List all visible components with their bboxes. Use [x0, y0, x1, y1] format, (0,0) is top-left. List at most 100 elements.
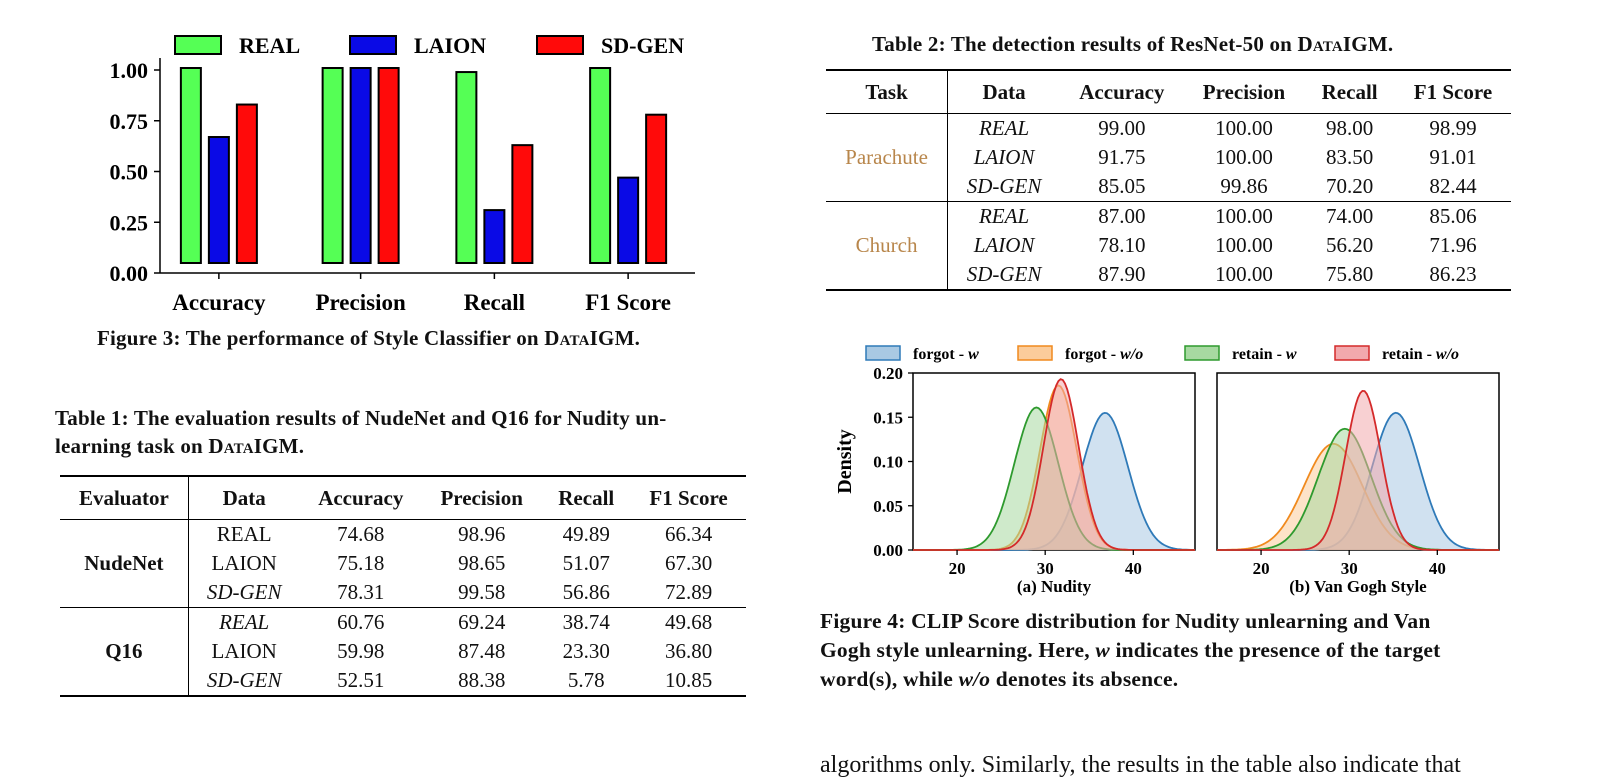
col-header: Recall: [558, 485, 615, 510]
data-cell: REAL: [978, 204, 1030, 228]
table-row: SD-GEN 52.51 88.38 5.78 10.85: [60, 666, 746, 696]
col-header: Recall: [1321, 79, 1378, 104]
value-cell: 99.58: [458, 580, 506, 604]
col-header: F1 Score: [649, 485, 728, 510]
value-cell: 5.78: [567, 668, 605, 692]
value-cell: 100.00: [1215, 116, 1273, 140]
x-tick-label: 30: [1341, 559, 1358, 578]
value-cell: 52.51: [337, 668, 385, 692]
group-label: NudeNet: [60, 519, 189, 608]
value-cell: 85.06: [1429, 204, 1477, 228]
x-tick-label: 40: [1429, 559, 1446, 578]
x-tick-label: 40: [1125, 559, 1142, 578]
group-label: Church: [826, 201, 949, 290]
value-cell: 86.23: [1429, 262, 1477, 286]
value-cell: 88.38: [458, 668, 506, 692]
col-header: F1 Score: [1413, 79, 1493, 104]
bar: [207, 136, 230, 264]
x-tick-label: 20: [949, 559, 966, 578]
table-row: Q16 REAL 60.76 69.24 38.74 49.68: [60, 607, 746, 696]
value-cell: 74.00: [1326, 204, 1374, 228]
density-line: [913, 378, 1195, 551]
x-tick-label: 20: [1253, 559, 1270, 578]
data-cell: SD-GEN: [966, 174, 1042, 198]
value-cell: 98.65: [458, 551, 506, 575]
data-cell: SD-GEN: [206, 668, 282, 692]
value-cell: 70.20: [1326, 174, 1374, 198]
density-line: [1217, 389, 1499, 551]
density-area: [913, 412, 1195, 550]
col-header: Accuracy: [1079, 79, 1165, 104]
value-cell: 91.75: [1098, 145, 1146, 169]
value-cell: 51.07: [562, 551, 610, 575]
table-header-row: Task Data Accuracy Precision Recall F1 S…: [826, 70, 1511, 114]
value-cell: 10.85: [664, 668, 713, 692]
density-area: [1217, 412, 1499, 550]
value-cell: 100.00: [1215, 145, 1273, 169]
bar: [235, 103, 258, 265]
value-cell: 87.00: [1098, 204, 1146, 228]
y-tick-label: 0.75: [110, 109, 149, 134]
value-cell: 82.44: [1429, 174, 1477, 198]
col-header: Data: [982, 79, 1026, 104]
value-cell: 100.00: [1215, 262, 1273, 286]
figure3-bar-chart: REAL LAION SD-GEN 0.00 0.25 0.50 0.75 1.00 Accur…: [110, 33, 695, 315]
bar: [179, 67, 202, 264]
density-area: [1217, 390, 1499, 550]
y-axis-label: Density: [834, 429, 856, 493]
density-area: [913, 379, 1195, 550]
bar: [589, 67, 612, 264]
table1: Evaluator Data Accuracy Precision Recall…: [60, 475, 746, 697]
value-cell: 23.30: [562, 639, 610, 663]
value-cell: 87.90: [1098, 262, 1146, 286]
value-cell: 78.31: [337, 580, 385, 604]
value-cell: 69.24: [458, 610, 506, 634]
bar: [511, 144, 534, 264]
y-tick-label: 1.00: [110, 58, 149, 83]
table-row: LAION 78.10 100.00 56.20 71.96: [826, 231, 1511, 260]
group-label: Parachute: [826, 113, 949, 202]
table-row: LAION 59.98 87.48 23.30 36.80: [60, 637, 746, 666]
panel-title: (a) Nudity: [1017, 577, 1092, 596]
x-tick-label: F1 Score: [585, 290, 671, 315]
legend-label: forgot - w/o: [1065, 346, 1143, 363]
y-tick-label: 0.10: [873, 453, 903, 472]
value-cell: 99.86: [1220, 174, 1268, 198]
value-cell: 72.89: [664, 580, 713, 604]
value-cell: 49.68: [664, 610, 713, 634]
table-row: SD-GEN 87.90 100.00 75.80 86.23: [826, 260, 1511, 290]
table-row: SD-GEN 78.31 99.58 56.86 72.89: [60, 578, 746, 608]
value-cell: 100.00: [1215, 233, 1273, 257]
table-row: NudeNet REAL 74.68 98.96 49.89 66.34: [60, 519, 746, 608]
value-cell: 85.05: [1098, 174, 1146, 198]
value-cell: 91.01: [1429, 145, 1477, 169]
bar: [455, 71, 478, 265]
value-cell: 56.86: [562, 580, 610, 604]
table2: Task Data Accuracy Precision Recall F1 S…: [826, 69, 1511, 291]
value-cell: 98.96: [458, 522, 506, 546]
figure3-caption: Figure 3: The performance of Style Class…: [97, 326, 641, 350]
legend-swatch: [865, 345, 901, 361]
col-header: Accuracy: [318, 485, 404, 510]
value-cell: 100.00: [1215, 204, 1273, 228]
value-cell: 83.50: [1326, 145, 1374, 169]
value-cell: 36.80: [664, 639, 713, 663]
x-tick-label: Precision: [315, 290, 405, 315]
value-cell: 49.89: [562, 522, 610, 546]
bar: [321, 67, 344, 264]
col-header: Precision: [1202, 79, 1286, 104]
legend-label: retain - w/o: [1382, 346, 1459, 363]
bar: [349, 67, 372, 264]
x-tick-label: Accuracy: [172, 290, 266, 315]
legend-swatch: [349, 35, 397, 55]
y-tick-label: 0.00: [110, 261, 149, 286]
y-tick-label: 0.25: [110, 210, 149, 235]
legend-swatch: [1184, 345, 1220, 361]
x-tick-label: 30: [1037, 559, 1054, 578]
data-cell: LAION: [211, 551, 277, 575]
y-tick-label: 0.00: [873, 541, 903, 560]
value-cell: 74.68: [337, 522, 385, 546]
table2-caption: Table 2: The detection results of ResNet…: [872, 32, 1394, 56]
x-tick-label: Recall: [464, 290, 525, 315]
data-cell: LAION: [973, 233, 1035, 257]
